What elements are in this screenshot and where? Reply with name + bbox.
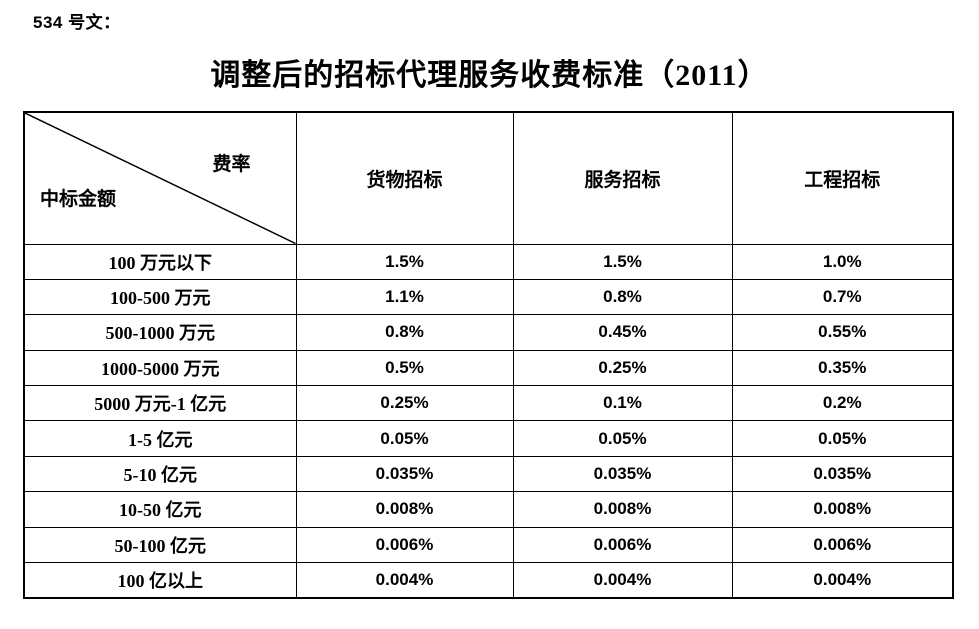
row-value: 0.2% — [731, 385, 954, 422]
header-row: 费率 中标金额 货物招标 服务招标 工程招标 — [23, 111, 954, 245]
corner-label-bid-amount: 中标金额 — [40, 188, 117, 210]
column-header-services: 服务招标 — [512, 111, 733, 245]
row-label: 1-5 亿元 — [23, 420, 297, 457]
fee-table-body: 100 万元以下 1.5% 1.5% 1.0% 100-500 万元 1.1% … — [23, 243, 954, 599]
diagonal-divider-line — [25, 113, 296, 244]
page-title: 调整后的招标代理服务收费标准（2011） — [210, 59, 769, 92]
column-header-engineering: 工程招标 — [731, 111, 954, 245]
row-value: 0.25% — [512, 349, 733, 387]
table-row: 10-50 亿元 0.008% 0.008% 0.008% — [23, 491, 954, 528]
row-value: 1.5% — [295, 243, 514, 280]
fee-rate-table: 费率 中标金额 货物招标 服务招标 工程招标 100 万元以下 1.5% 1.5… — [23, 111, 954, 599]
table-row: 1-5 亿元 0.05% 0.05% 0.05% — [23, 420, 954, 457]
doc-number-label: 534 号文： — [33, 13, 121, 32]
row-value: 0.05% — [731, 420, 954, 457]
row-value: 0.1% — [512, 385, 733, 422]
table-row: 5000 万元-1 亿元 0.25% 0.1% 0.2% — [23, 385, 954, 422]
row-value: 0.55% — [731, 314, 954, 351]
row-label: 100 亿以上 — [23, 562, 297, 599]
table-row: 50-100 亿元 0.006% 0.006% 0.006% — [23, 526, 954, 564]
row-value: 0.05% — [512, 420, 733, 457]
table-row: 100 亿以上 0.004% 0.004% 0.004% — [23, 562, 954, 599]
row-value: 0.006% — [512, 526, 733, 564]
row-value: 0.008% — [731, 491, 954, 528]
row-value: 0.8% — [295, 314, 514, 351]
table-row: 500-1000 万元 0.8% 0.45% 0.55% — [23, 314, 954, 351]
row-value: 0.004% — [295, 562, 514, 599]
row-value: 0.035% — [295, 455, 514, 493]
row-value: 0.035% — [731, 455, 954, 493]
column-header-goods: 货物招标 — [295, 111, 514, 245]
row-value: 0.035% — [512, 455, 733, 493]
table-row: 100-500 万元 1.1% 0.8% 0.7% — [23, 278, 954, 316]
row-value: 0.25% — [295, 385, 514, 422]
row-value: 0.004% — [731, 562, 954, 599]
row-value: 0.35% — [731, 349, 954, 387]
row-value: 0.7% — [731, 278, 954, 316]
row-label: 50-100 亿元 — [23, 526, 297, 564]
row-label: 500-1000 万元 — [23, 314, 297, 351]
row-value: 0.05% — [295, 420, 514, 457]
row-value: 0.5% — [295, 349, 514, 387]
corner-label-rate: 费率 — [212, 154, 251, 175]
table-row: 100 万元以下 1.5% 1.5% 1.0% — [23, 243, 954, 280]
diagonal-corner-cell: 费率 中标金额 — [23, 111, 297, 245]
row-value: 0.45% — [512, 314, 733, 351]
row-value: 0.004% — [512, 562, 733, 599]
row-label: 100-500 万元 — [23, 278, 297, 316]
row-label: 5000 万元-1 亿元 — [23, 385, 297, 422]
row-value: 0.006% — [731, 526, 954, 564]
row-value: 1.1% — [295, 278, 514, 316]
row-value: 0.008% — [512, 491, 733, 528]
row-label: 10-50 亿元 — [23, 491, 297, 528]
row-label: 100 万元以下 — [23, 243, 297, 280]
row-value: 0.8% — [512, 278, 733, 316]
row-value: 0.008% — [295, 491, 514, 528]
fee-table-header: 费率 中标金额 货物招标 服务招标 工程招标 — [23, 111, 954, 245]
row-value: 1.0% — [731, 243, 954, 280]
row-value: 0.006% — [295, 526, 514, 564]
row-value: 1.5% — [512, 243, 733, 280]
row-label: 1000-5000 万元 — [23, 349, 297, 387]
table-row: 5-10 亿元 0.035% 0.035% 0.035% — [23, 455, 954, 493]
row-label: 5-10 亿元 — [23, 455, 297, 493]
table-row: 1000-5000 万元 0.5% 0.25% 0.35% — [23, 349, 954, 387]
